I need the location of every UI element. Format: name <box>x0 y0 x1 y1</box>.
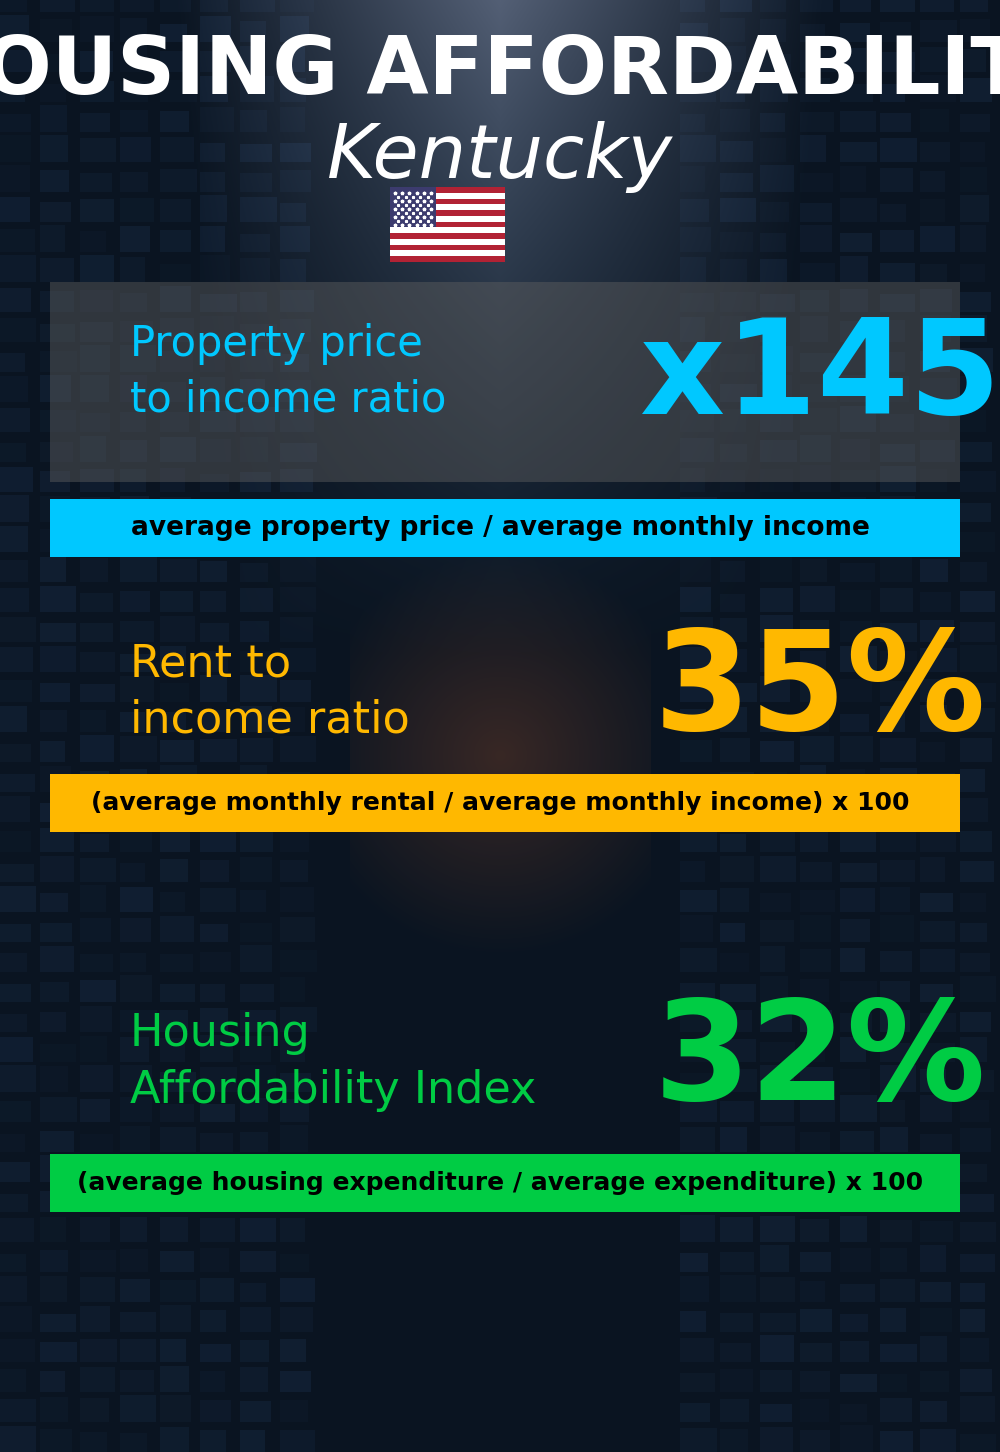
Bar <box>390 240 505 245</box>
Text: average property price / average monthly income: average property price / average monthly… <box>131 515 869 542</box>
Bar <box>390 234 505 240</box>
Bar <box>390 216 505 222</box>
Bar <box>390 222 505 228</box>
Text: Housing
Affordability Index: Housing Affordability Index <box>130 1012 536 1112</box>
Text: Property price
to income ratio: Property price to income ratio <box>130 324 446 421</box>
Bar <box>390 205 505 211</box>
Bar <box>50 499 960 558</box>
Bar <box>390 211 505 216</box>
Text: HOUSING AFFORDABILITY: HOUSING AFFORDABILITY <box>0 33 1000 110</box>
Text: 35%: 35% <box>654 624 986 759</box>
Bar <box>390 228 505 234</box>
Bar <box>390 187 436 228</box>
Text: Rent to
income ratio: Rent to income ratio <box>130 642 410 742</box>
Bar <box>390 256 505 261</box>
Text: (average monthly rental / average monthly income) x 100: (average monthly rental / average monthl… <box>91 791 909 815</box>
Text: 32%: 32% <box>654 995 986 1130</box>
Bar <box>390 250 505 256</box>
Text: (average housing expenditure / average expenditure) x 100: (average housing expenditure / average e… <box>77 1170 923 1195</box>
Bar <box>390 199 505 205</box>
Bar <box>390 193 505 199</box>
Bar <box>50 1154 960 1212</box>
Bar <box>390 187 505 193</box>
Bar <box>50 774 960 832</box>
Bar <box>390 245 505 250</box>
Text: Kentucky: Kentucky <box>327 121 673 193</box>
Text: x145: x145 <box>640 315 1000 441</box>
Bar <box>50 282 960 482</box>
